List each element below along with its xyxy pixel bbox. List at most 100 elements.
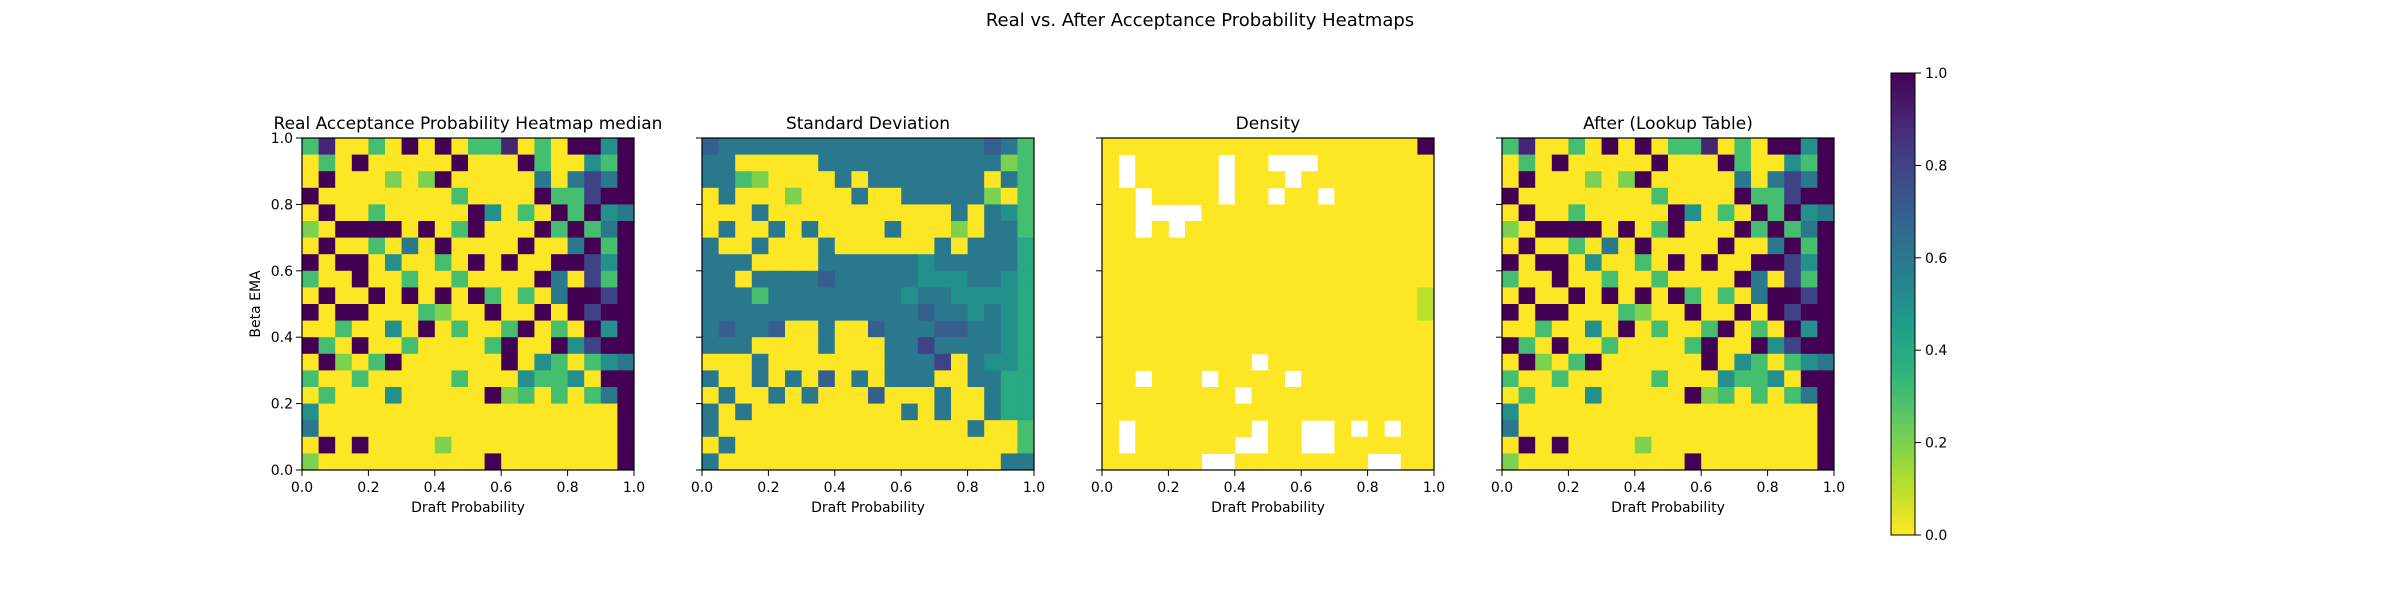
heatmap-cell <box>934 403 952 421</box>
heatmap-cell <box>1102 353 1120 371</box>
heatmap-cell <box>1168 187 1186 205</box>
heatmap-cell <box>1400 337 1418 355</box>
heatmap-cell <box>434 287 452 305</box>
heatmap-cell <box>1535 270 1553 288</box>
heatmap-cell <box>934 154 952 172</box>
heatmap-cell <box>1551 387 1569 405</box>
heatmap-cell <box>917 304 935 322</box>
heatmap-cell <box>984 320 1002 338</box>
heatmap-cell <box>1234 287 1252 305</box>
heatmap-cell <box>368 254 386 272</box>
heatmap-cell <box>1585 387 1603 405</box>
heatmap-cell <box>1017 304 1035 322</box>
heatmap-cell <box>484 270 502 288</box>
heatmap-cell <box>1585 420 1603 438</box>
heatmap-cell <box>1751 287 1769 305</box>
heatmap-cell <box>984 304 1002 322</box>
heatmap-cell <box>1502 436 1520 454</box>
heatmap-cell <box>967 420 985 438</box>
heatmap-cell <box>1251 270 1269 288</box>
heatmap-cells <box>1502 138 1835 471</box>
heatmap-cell <box>718 187 736 205</box>
heatmap-cell <box>801 370 819 388</box>
heatmap-cell <box>1151 221 1169 239</box>
heatmap-cell <box>984 453 1002 471</box>
heatmap-cell <box>1185 387 1203 405</box>
heatmap-cell <box>1351 453 1369 471</box>
heatmap-cell <box>1601 287 1619 305</box>
heatmap-cell <box>1651 337 1669 355</box>
heatmap-cell <box>1800 187 1818 205</box>
heatmap-cell <box>785 337 803 355</box>
heatmap-cell <box>534 287 552 305</box>
heatmap-cell <box>1118 387 1136 405</box>
heatmap-cell <box>718 237 736 255</box>
heatmap-cell <box>617 270 635 288</box>
heatmap-cell <box>1301 387 1319 405</box>
heatmap-cell <box>1384 403 1402 421</box>
heatmap-cell <box>368 204 386 222</box>
heatmap-cell <box>1168 387 1186 405</box>
heatmap-cell <box>617 154 635 172</box>
heatmap-cell <box>385 138 403 156</box>
heatmap-cell <box>351 387 369 405</box>
heatmap-cell <box>702 337 720 355</box>
heatmap-cell <box>1334 387 1352 405</box>
heatmap-cell <box>1767 254 1785 272</box>
heatmap-cell <box>401 204 419 222</box>
heatmap-cell <box>1102 204 1120 222</box>
heatmap-cell <box>1800 403 1818 421</box>
heatmap-cell <box>785 187 803 205</box>
heatmap-cell <box>1417 337 1435 355</box>
heatmap-cell <box>1535 403 1553 421</box>
heatmap-cell <box>1767 171 1785 189</box>
heatmap-cell <box>335 287 353 305</box>
heatmap-cell <box>401 420 419 438</box>
heatmap-cell <box>1135 270 1153 288</box>
heatmap-cell <box>1817 370 1835 388</box>
heatmap-cell <box>617 138 635 156</box>
heatmap-cell <box>1751 187 1769 205</box>
heatmap-cell <box>984 154 1002 172</box>
heatmap-cell <box>1151 270 1169 288</box>
heatmap-cell <box>1218 304 1236 322</box>
heatmap-cell <box>584 403 602 421</box>
heatmap-cell <box>917 453 935 471</box>
heatmap-cell <box>1317 353 1335 371</box>
heatmap-cell <box>1717 353 1735 371</box>
x-tick-label: 1.0 <box>1423 480 1445 496</box>
heatmap-cell <box>1251 304 1269 322</box>
heatmap-cell <box>801 320 819 338</box>
heatmap-cell <box>484 304 502 322</box>
heatmap-cell <box>385 204 403 222</box>
heatmap-cell <box>584 270 602 288</box>
heatmap-cell <box>1551 353 1569 371</box>
heatmap-cell <box>1618 187 1636 205</box>
heatmap-cell <box>501 387 519 405</box>
heatmap-cell <box>318 353 336 371</box>
heatmap-cell <box>1118 370 1136 388</box>
heatmap-cell <box>1568 237 1586 255</box>
heatmap-cell <box>1400 171 1418 189</box>
heatmap-cell <box>318 320 336 338</box>
heatmap-cell <box>1751 204 1769 222</box>
panel-density: Density 0.0 0.2 0.4 0.6 0.8 1.0 Draft Probabi… <box>1091 114 1445 516</box>
heatmap-cell <box>1502 370 1520 388</box>
heatmap-cell <box>951 403 969 421</box>
heatmap-cell <box>1185 254 1203 272</box>
heatmap-cell <box>1234 337 1252 355</box>
heatmap-cell <box>1751 420 1769 438</box>
heatmap-cell <box>551 320 569 338</box>
heatmap-cell <box>934 287 952 305</box>
heatmap-cell <box>1734 171 1752 189</box>
heatmap-cell <box>1751 154 1769 172</box>
heatmap-cell <box>1135 171 1153 189</box>
heatmap-cell <box>584 453 602 471</box>
heatmap-cell <box>1684 337 1702 355</box>
heatmap-cell <box>718 270 736 288</box>
heatmap-cell <box>834 370 852 388</box>
heatmap-cell <box>517 353 535 371</box>
heatmap-cell <box>551 420 569 438</box>
heatmap-cell <box>1518 154 1536 172</box>
heatmap-cell <box>785 403 803 421</box>
